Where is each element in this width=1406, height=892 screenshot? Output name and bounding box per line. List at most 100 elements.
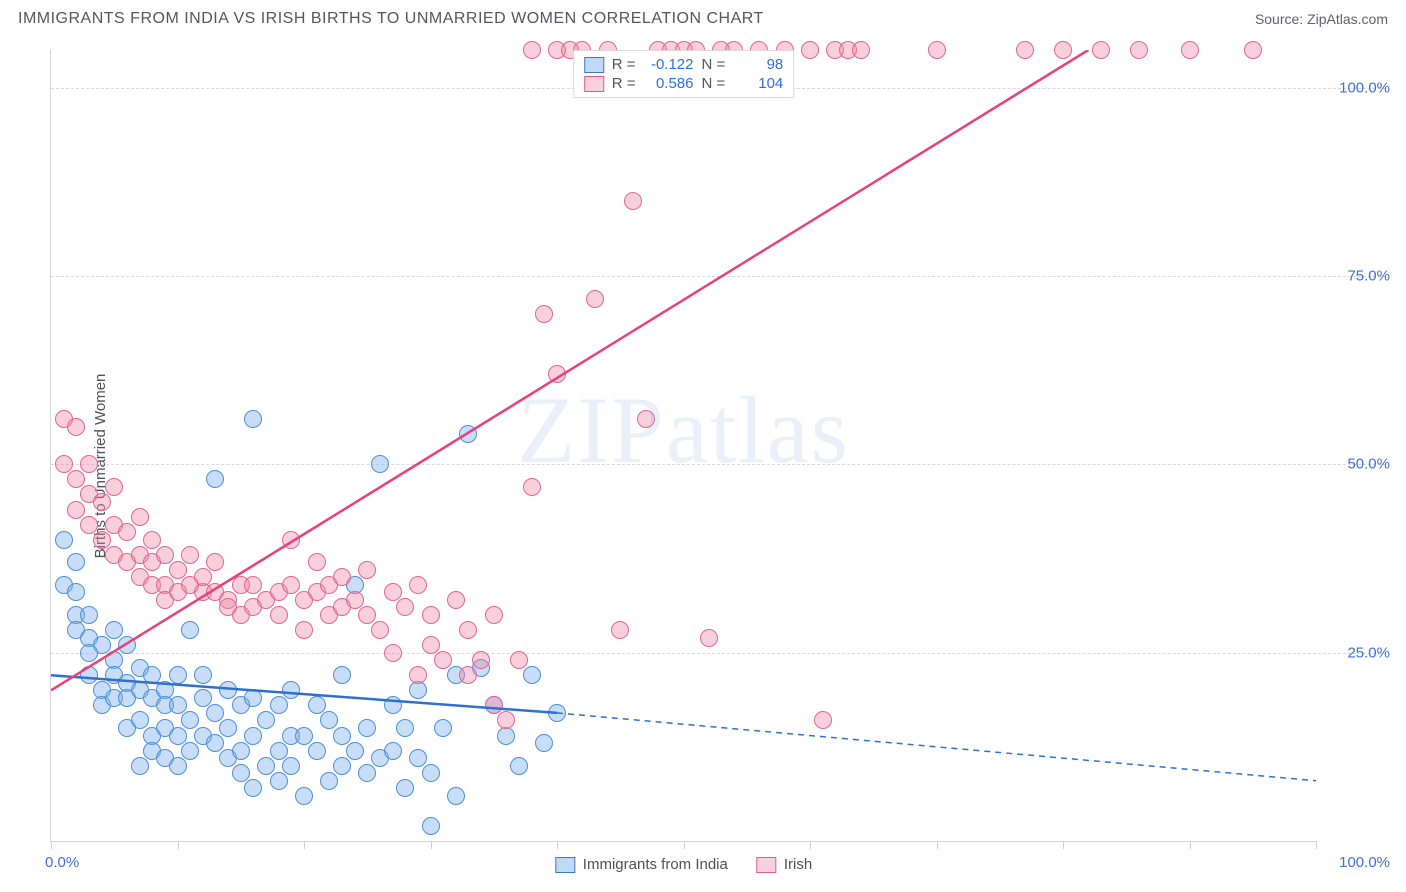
scatter-point-irish	[156, 546, 174, 564]
scatter-point-irish	[852, 41, 870, 59]
scatter-point-india	[270, 696, 288, 714]
scatter-point-india	[333, 666, 351, 684]
r-value: -0.122	[644, 56, 694, 73]
x-tick	[1190, 841, 1191, 849]
scatter-point-india	[143, 666, 161, 684]
scatter-point-india	[257, 757, 275, 775]
scatter-point-irish	[206, 553, 224, 571]
scatter-point-india	[320, 711, 338, 729]
scatter-point-irish	[801, 41, 819, 59]
n-value: 98	[733, 56, 783, 73]
scatter-point-irish	[80, 455, 98, 473]
scatter-point-irish	[384, 583, 402, 601]
x-tick	[810, 841, 811, 849]
scatter-point-india	[384, 742, 402, 760]
r-label: R =	[612, 56, 636, 73]
scatter-point-irish	[143, 531, 161, 549]
correlation-legend: R = -0.122 N = 98 R = 0.586 N = 104	[573, 50, 795, 98]
scatter-point-irish	[131, 508, 149, 526]
scatter-point-irish	[295, 621, 313, 639]
y-tick-label: 50.0%	[1347, 456, 1390, 473]
scatter-point-irish	[384, 644, 402, 662]
scatter-point-india	[308, 742, 326, 760]
x-tick	[431, 841, 432, 849]
scatter-point-india	[232, 742, 250, 760]
scatter-point-india	[396, 779, 414, 797]
scatter-point-india	[169, 696, 187, 714]
scatter-point-irish	[358, 561, 376, 579]
y-tick-label: 75.0%	[1347, 268, 1390, 285]
x-tick-label-right: 100.0%	[1339, 854, 1390, 871]
scatter-point-india	[447, 787, 465, 805]
scatter-point-india	[333, 727, 351, 745]
scatter-point-india	[194, 689, 212, 707]
swatch-blue-icon	[555, 857, 575, 873]
x-tick	[1316, 841, 1317, 849]
scatter-point-irish	[548, 365, 566, 383]
n-value: 104	[733, 75, 783, 92]
scatter-point-india	[232, 764, 250, 782]
scatter-point-irish	[181, 546, 199, 564]
scatter-point-irish	[409, 666, 427, 684]
scatter-point-irish	[282, 531, 300, 549]
scatter-point-india	[206, 734, 224, 752]
legend-row-pink: R = 0.586 N = 104	[584, 74, 784, 93]
scatter-point-india	[434, 719, 452, 737]
scatter-point-irish	[67, 470, 85, 488]
scatter-point-irish	[308, 553, 326, 571]
scatter-point-irish	[611, 621, 629, 639]
trend-lines	[51, 50, 1316, 841]
scatter-point-india	[206, 470, 224, 488]
scatter-point-india	[371, 455, 389, 473]
legend-label: Immigrants from India	[583, 856, 728, 873]
scatter-point-india	[333, 757, 351, 775]
chart-title: IMMIGRANTS FROM INDIA VS IRISH BIRTHS TO…	[18, 10, 764, 28]
scatter-point-irish	[270, 606, 288, 624]
scatter-point-irish	[497, 711, 515, 729]
scatter-point-irish	[928, 41, 946, 59]
scatter-point-india	[169, 666, 187, 684]
scatter-point-irish	[637, 410, 655, 428]
scatter-point-india	[282, 757, 300, 775]
scatter-point-irish	[459, 621, 477, 639]
scatter-point-india	[270, 742, 288, 760]
series-legend: Immigrants from India Irish	[555, 856, 812, 873]
scatter-point-irish	[67, 501, 85, 519]
scatter-point-irish	[459, 666, 477, 684]
scatter-point-india	[169, 757, 187, 775]
scatter-point-irish	[434, 651, 452, 669]
legend-row-blue: R = -0.122 N = 98	[584, 55, 784, 74]
scatter-point-india	[93, 636, 111, 654]
plot-area: ZIPatlas R = -0.122 N = 98 R = 0.586 N =…	[50, 50, 1316, 842]
scatter-point-irish	[118, 523, 136, 541]
scatter-point-irish	[422, 636, 440, 654]
x-tick-label-left: 0.0%	[45, 854, 79, 871]
scatter-point-india	[181, 621, 199, 639]
scatter-point-irish	[1016, 41, 1034, 59]
scatter-point-india	[422, 817, 440, 835]
scatter-point-irish	[624, 192, 642, 210]
scatter-point-india	[244, 689, 262, 707]
scatter-point-irish	[485, 696, 503, 714]
scatter-point-india	[396, 719, 414, 737]
scatter-point-irish	[485, 606, 503, 624]
scatter-point-india	[244, 410, 262, 428]
source-attribution: Source: ZipAtlas.com	[1255, 11, 1388, 27]
scatter-point-irish	[358, 606, 376, 624]
scatter-point-irish	[700, 629, 718, 647]
scatter-point-irish	[1130, 41, 1148, 59]
scatter-point-irish	[55, 455, 73, 473]
scatter-point-india	[308, 696, 326, 714]
swatch-pink-icon	[756, 857, 776, 873]
scatter-point-india	[244, 779, 262, 797]
scatter-point-india	[181, 711, 199, 729]
scatter-point-irish	[244, 576, 262, 594]
scatter-point-india	[131, 711, 149, 729]
scatter-point-irish	[472, 651, 490, 669]
gridline	[51, 653, 1386, 654]
scatter-point-india	[181, 742, 199, 760]
scatter-point-india	[295, 727, 313, 745]
scatter-point-india	[80, 606, 98, 624]
scatter-point-india	[270, 772, 288, 790]
scatter-point-india	[194, 666, 212, 684]
